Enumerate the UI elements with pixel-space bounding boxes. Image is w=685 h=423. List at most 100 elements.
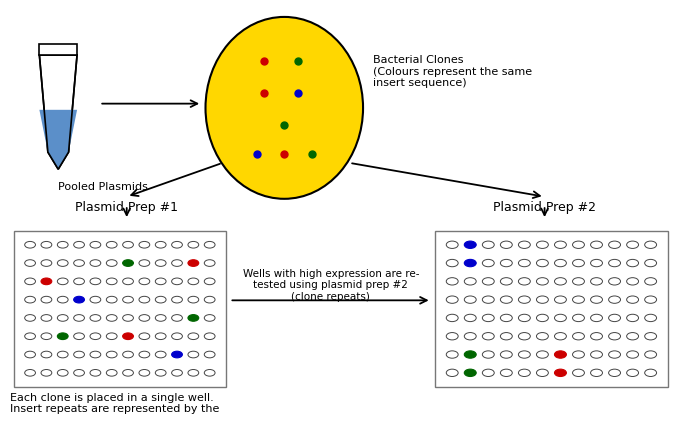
Circle shape: [536, 314, 549, 321]
Circle shape: [519, 369, 530, 376]
Circle shape: [58, 333, 68, 340]
Circle shape: [519, 314, 530, 321]
Polygon shape: [40, 55, 77, 169]
Circle shape: [627, 241, 638, 248]
Circle shape: [58, 315, 68, 321]
Circle shape: [90, 315, 101, 321]
Circle shape: [188, 242, 199, 248]
Circle shape: [627, 296, 638, 303]
Circle shape: [74, 297, 84, 303]
Circle shape: [573, 296, 584, 303]
Circle shape: [573, 241, 584, 248]
Circle shape: [58, 297, 68, 303]
Circle shape: [482, 351, 495, 358]
Circle shape: [446, 332, 458, 340]
Circle shape: [41, 370, 52, 376]
Text: Each clone is placed in a single well.
Insert repeats are represented by the: Each clone is placed in a single well. I…: [10, 393, 220, 414]
Circle shape: [627, 314, 638, 321]
Circle shape: [41, 297, 52, 303]
Circle shape: [627, 277, 638, 285]
Circle shape: [188, 333, 199, 340]
Circle shape: [536, 259, 549, 267]
Circle shape: [172, 333, 182, 340]
Circle shape: [139, 260, 150, 266]
Circle shape: [645, 296, 657, 303]
Circle shape: [464, 259, 476, 267]
Circle shape: [608, 314, 621, 321]
Circle shape: [123, 242, 134, 248]
Circle shape: [123, 370, 134, 376]
Circle shape: [74, 333, 84, 340]
Circle shape: [188, 260, 199, 266]
Circle shape: [500, 351, 512, 358]
Circle shape: [446, 241, 458, 248]
Circle shape: [482, 332, 495, 340]
Circle shape: [627, 332, 638, 340]
Circle shape: [590, 351, 603, 358]
Circle shape: [645, 241, 657, 248]
Circle shape: [446, 277, 458, 285]
Circle shape: [446, 259, 458, 267]
Circle shape: [74, 278, 84, 285]
Text: Pooled Plasmids: Pooled Plasmids: [58, 182, 148, 192]
Circle shape: [41, 315, 52, 321]
Circle shape: [500, 259, 512, 267]
Circle shape: [554, 241, 566, 248]
Circle shape: [106, 278, 117, 285]
Circle shape: [90, 297, 101, 303]
Circle shape: [482, 259, 495, 267]
Circle shape: [645, 369, 657, 376]
Circle shape: [74, 242, 84, 248]
Circle shape: [536, 332, 549, 340]
Circle shape: [172, 351, 182, 358]
Circle shape: [554, 314, 566, 321]
Circle shape: [155, 315, 166, 321]
Circle shape: [590, 296, 603, 303]
Circle shape: [58, 278, 68, 285]
Circle shape: [25, 370, 36, 376]
Circle shape: [25, 242, 36, 248]
Circle shape: [204, 260, 215, 266]
Circle shape: [139, 297, 150, 303]
Circle shape: [536, 241, 549, 248]
Circle shape: [155, 297, 166, 303]
Circle shape: [106, 315, 117, 321]
Circle shape: [464, 277, 476, 285]
Circle shape: [645, 259, 657, 267]
Circle shape: [500, 296, 512, 303]
Circle shape: [573, 277, 584, 285]
Circle shape: [90, 351, 101, 358]
Circle shape: [25, 260, 36, 266]
Circle shape: [482, 314, 495, 321]
Circle shape: [608, 277, 621, 285]
Circle shape: [554, 332, 566, 340]
Circle shape: [590, 332, 603, 340]
Circle shape: [90, 333, 101, 340]
Circle shape: [106, 370, 117, 376]
Circle shape: [590, 277, 603, 285]
Circle shape: [139, 278, 150, 285]
Circle shape: [608, 351, 621, 358]
Circle shape: [172, 370, 182, 376]
Circle shape: [554, 296, 566, 303]
Circle shape: [645, 277, 657, 285]
Circle shape: [123, 260, 134, 266]
Circle shape: [536, 351, 549, 358]
Circle shape: [204, 333, 215, 340]
Circle shape: [139, 351, 150, 358]
Text: Plasmid Prep #1: Plasmid Prep #1: [75, 201, 178, 214]
Circle shape: [58, 260, 68, 266]
Circle shape: [139, 315, 150, 321]
Circle shape: [123, 333, 134, 340]
Circle shape: [590, 259, 603, 267]
Circle shape: [155, 333, 166, 340]
Circle shape: [590, 241, 603, 248]
Circle shape: [41, 278, 52, 285]
Circle shape: [123, 297, 134, 303]
Circle shape: [41, 351, 52, 358]
Circle shape: [74, 351, 84, 358]
Circle shape: [482, 369, 495, 376]
Circle shape: [139, 333, 150, 340]
Circle shape: [74, 370, 84, 376]
Circle shape: [106, 333, 117, 340]
